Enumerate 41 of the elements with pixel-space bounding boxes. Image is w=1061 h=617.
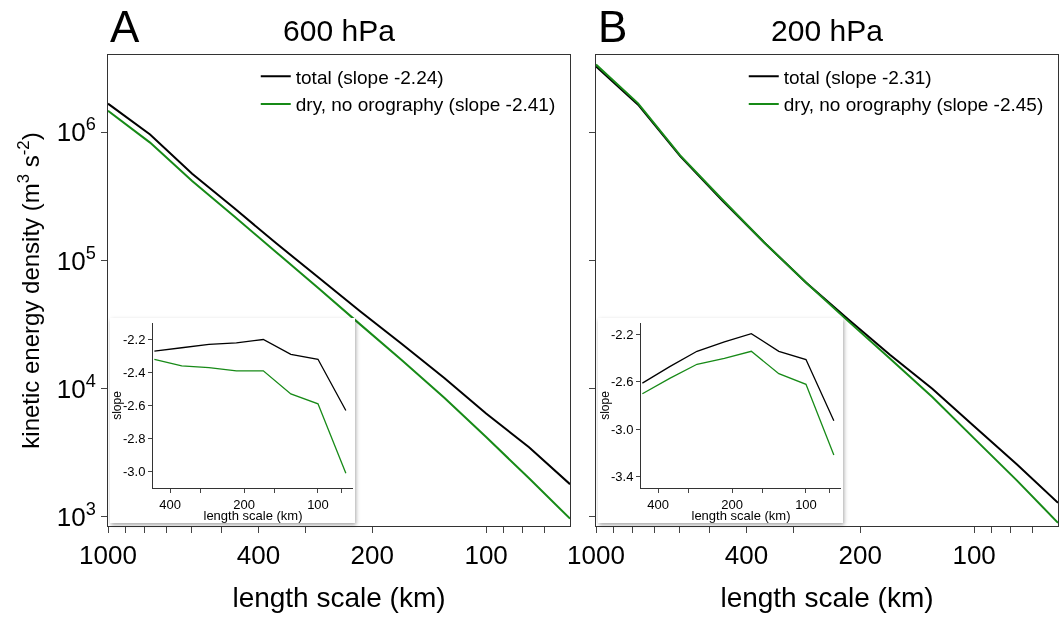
y-axis-title: slope [110, 390, 124, 420]
x-tick-label: 200 [350, 540, 394, 571]
x-tick-label: 100 [952, 540, 996, 571]
line-series [641, 350, 835, 456]
x-tick-label: 200 [838, 540, 882, 571]
x-axis-title: length scale (km) [720, 582, 934, 614]
x-tick-label: 100 [795, 496, 817, 512]
chart-title: 200 hPa [771, 13, 884, 47]
legend-label: dry, no orography (slope -2.41) [295, 94, 556, 116]
text: B [598, 2, 628, 51]
y-tick-label: -3.4 [610, 468, 634, 484]
x-tick-label: 400 [236, 540, 281, 571]
y-axis-title: slope [598, 390, 612, 420]
legend-label: dry, no orography (slope -2.45) [783, 94, 1044, 116]
x-tick-label: 100 [464, 540, 508, 571]
y-tick-label: -2.6 [122, 398, 146, 414]
y-tick-label: -2.4 [122, 365, 146, 381]
y-tick-label: -2.2 [122, 332, 146, 348]
x-tick-label: 400 [159, 496, 182, 512]
x-tick-label: 400 [724, 540, 769, 571]
y-tick-label: -2.6 [610, 374, 634, 390]
y-tick-label: -2.8 [122, 431, 146, 447]
y-tick-label: -2.2 [610, 327, 634, 343]
y-tick-label: 10$^{5}$ [56, 242, 96, 276]
y-tick-label: -3.0 [122, 464, 146, 480]
text: A [110, 2, 140, 51]
line-series [153, 358, 347, 474]
line-series [641, 332, 835, 422]
x-tick-label: 100 [307, 496, 329, 512]
x-tick-label: 1000 [79, 540, 137, 571]
y-tick-label: 10$^{3}$ [56, 499, 96, 533]
y-tick-label: 10$^{4}$ [56, 370, 96, 404]
x-axis-title: length scale (km) [232, 582, 446, 614]
y-tick-label: -3.0 [610, 421, 634, 437]
y-tick-label: 10$^{6}$ [56, 114, 96, 148]
legend-label: total (slope -2.31) [783, 66, 932, 88]
legend-label: total (slope -2.24) [295, 66, 444, 88]
x-tick-label: 1000 [567, 540, 625, 571]
line-series [153, 338, 347, 412]
chart-title: 600 hPa [283, 13, 396, 47]
x-tick-label: 400 [647, 496, 670, 512]
